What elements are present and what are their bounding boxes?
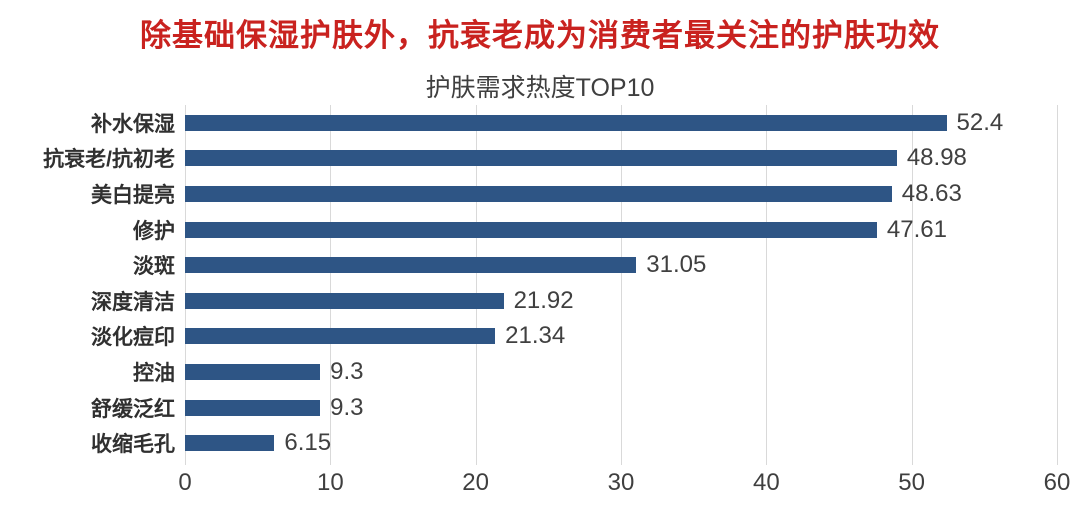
value-label: 52.4: [956, 108, 1004, 136]
bar: [185, 150, 897, 167]
category-label: 深度清洁: [91, 290, 175, 314]
gridline: [621, 105, 622, 465]
chart-area: 补水保湿抗衰老/抗初老美白提亮修护淡斑深度清洁淡化痘印控油舒缓泛红收缩毛孔 52…: [0, 105, 1058, 465]
category-label: 舒缓泛红: [91, 397, 175, 421]
value-label: 47.61: [886, 215, 947, 243]
bar-row: 21.92: [185, 283, 1057, 319]
category-label: 美白提亮: [91, 183, 175, 207]
gridline: [475, 105, 477, 465]
gridline: [766, 105, 768, 465]
bar-row: 47.61: [185, 212, 1057, 248]
category-label: 收缩毛孔: [91, 433, 175, 457]
x-tick-label: 50: [898, 469, 926, 496]
bar-row: 9.3: [185, 390, 1057, 426]
bar-row: 52.4: [185, 105, 1057, 141]
bar: [185, 435, 275, 452]
y-axis-labels: 补水保湿抗衰老/抗初老美白提亮修护淡斑深度清洁淡化痘印控油舒缓泛红收缩毛孔: [0, 105, 185, 461]
page-title: 除基础保湿护肤外，抗衰老成为消费者最关注的护肤功效: [140, 18, 940, 53]
bar: [185, 292, 504, 309]
bar: [185, 257, 637, 274]
x-tick-label: 30: [607, 469, 635, 496]
gridline: [911, 105, 913, 465]
gridline: [330, 105, 332, 465]
bar-row: 48.98: [185, 141, 1057, 177]
x-tick-label: 40: [752, 469, 780, 496]
category-label: 修护: [133, 219, 175, 243]
bar: [185, 328, 496, 345]
bar-rows: 52.4 48.98 48.63 47.61 31.05 21.92 21.34 9.3 9.3…: [185, 105, 1057, 461]
plot-area: 52.4 48.98 48.63 47.61 31.05 21.92 21.34 9.3 9.3…: [185, 105, 1058, 465]
bar: [185, 185, 892, 202]
bar: [185, 221, 877, 238]
x-tick-label: 60: [1043, 469, 1071, 496]
bar-row: 6.15: [185, 425, 1057, 461]
value-label: 6.15: [284, 429, 332, 457]
x-axis: 0 10 20 30 40 50 60: [178, 465, 1070, 499]
value-label: 9.3: [330, 357, 364, 385]
value-label: 9.3: [330, 393, 364, 421]
value-label: 21.92: [513, 286, 574, 314]
bar-row: 48.63: [185, 176, 1057, 212]
value-label: 21.34: [505, 322, 566, 350]
gridline: [1057, 105, 1058, 465]
x-tick-label: 0: [178, 469, 192, 496]
bar: [185, 363, 321, 380]
bar-row: 31.05: [185, 247, 1057, 283]
bar: [185, 114, 947, 131]
category-label: 抗衰老/抗初老: [43, 148, 175, 172]
category-label: 淡斑: [133, 255, 175, 279]
category-label: 淡化痘印: [91, 326, 175, 350]
category-label: 控油: [133, 361, 175, 385]
value-label: 48.98: [906, 144, 967, 172]
x-tick-label: 20: [462, 469, 490, 496]
bar: [185, 399, 321, 416]
bar-row: 21.34: [185, 319, 1057, 355]
value-label: 31.05: [646, 251, 707, 279]
chart-title: 护肤需求热度TOP10: [425, 74, 655, 102]
bar-row: 9.3: [185, 354, 1057, 390]
x-tick-label: 10: [316, 469, 344, 496]
category-label: 补水保湿: [91, 112, 175, 136]
gridline: [185, 105, 186, 465]
value-label: 48.63: [901, 179, 962, 207]
